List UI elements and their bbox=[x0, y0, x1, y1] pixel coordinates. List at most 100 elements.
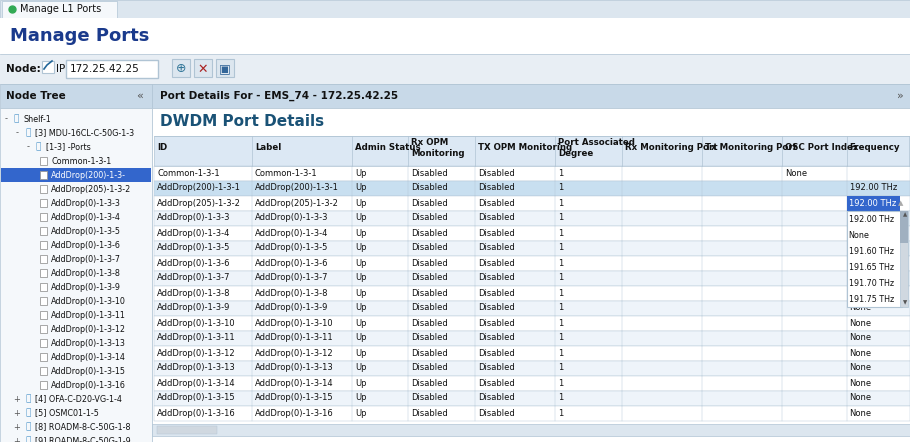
Text: Rx OPM
Monitoring: Rx OPM Monitoring bbox=[410, 138, 464, 158]
Text: None: None bbox=[850, 348, 872, 358]
Text: Up: Up bbox=[355, 304, 367, 312]
Text: Up: Up bbox=[355, 408, 367, 418]
Text: Node Tree: Node Tree bbox=[6, 91, 66, 101]
Text: AddDrop(0)-1-3-6: AddDrop(0)-1-3-6 bbox=[255, 259, 329, 267]
Text: [3] MDU-16CL-C-50G-1-3: [3] MDU-16CL-C-50G-1-3 bbox=[35, 129, 134, 137]
Text: Disabled: Disabled bbox=[410, 274, 448, 282]
Text: Disabled: Disabled bbox=[478, 168, 514, 178]
Text: -: - bbox=[15, 129, 18, 137]
Bar bbox=[154, 376, 910, 391]
Text: AddDrop(0)-1-3-12: AddDrop(0)-1-3-12 bbox=[51, 324, 126, 334]
Bar bbox=[216, 59, 234, 77]
Bar bbox=[154, 256, 910, 271]
Text: Up: Up bbox=[355, 348, 367, 358]
Bar bbox=[846, 196, 900, 211]
Text: Disabled: Disabled bbox=[478, 378, 514, 388]
Text: +: + bbox=[14, 395, 20, 404]
Text: Up: Up bbox=[355, 168, 367, 178]
Text: Node:: Node: bbox=[6, 64, 41, 74]
Text: 1: 1 bbox=[558, 363, 563, 373]
Bar bbox=[194, 59, 212, 77]
Text: Disabled: Disabled bbox=[410, 213, 448, 222]
Text: None: None bbox=[785, 168, 807, 178]
Text: [1-3] -Ports: [1-3] -Ports bbox=[46, 142, 91, 152]
Bar bbox=[40, 185, 47, 193]
Bar bbox=[154, 181, 910, 196]
Bar bbox=[154, 406, 910, 421]
Text: None: None bbox=[850, 393, 872, 403]
Text: +: + bbox=[14, 437, 20, 442]
Text: Up: Up bbox=[355, 363, 367, 373]
Bar bbox=[154, 301, 910, 316]
Text: 1: 1 bbox=[558, 334, 563, 343]
Bar bbox=[152, 424, 910, 436]
Text: None: None bbox=[850, 319, 872, 328]
Text: 1: 1 bbox=[558, 408, 563, 418]
Text: AddDrop(0)-1-3-13: AddDrop(0)-1-3-13 bbox=[255, 363, 334, 373]
Text: Frequency: Frequency bbox=[850, 144, 900, 152]
Text: Disabled: Disabled bbox=[410, 393, 448, 403]
Text: 1: 1 bbox=[558, 229, 563, 237]
Text: AddDrop(0)-1-3-7: AddDrop(0)-1-3-7 bbox=[255, 274, 329, 282]
Text: 1: 1 bbox=[558, 348, 563, 358]
Bar bbox=[154, 196, 910, 211]
Text: 1: 1 bbox=[558, 319, 563, 328]
Text: None: None bbox=[850, 408, 872, 418]
Text: Label: Label bbox=[255, 144, 281, 152]
Bar bbox=[40, 269, 47, 277]
Bar bbox=[900, 211, 908, 307]
Text: AddDrop(0)-1-3-3: AddDrop(0)-1-3-3 bbox=[51, 198, 121, 207]
Bar bbox=[40, 213, 47, 221]
Text: Manage L1 Ports: Manage L1 Ports bbox=[20, 4, 101, 14]
Text: AddDrop(205)-1-3-2: AddDrop(205)-1-3-2 bbox=[157, 198, 241, 207]
Text: None: None bbox=[850, 289, 872, 297]
Text: AddDrop(200)-1-3-1: AddDrop(200)-1-3-1 bbox=[255, 183, 339, 193]
Text: Up: Up bbox=[355, 393, 367, 403]
Text: ▼: ▼ bbox=[903, 301, 907, 305]
Text: 1: 1 bbox=[558, 274, 563, 282]
Text: 🗀: 🗀 bbox=[25, 408, 30, 418]
Text: Disabled: Disabled bbox=[410, 168, 448, 178]
Text: 192.00 THz: 192.00 THz bbox=[848, 198, 895, 207]
Text: 1: 1 bbox=[558, 393, 563, 403]
Text: None: None bbox=[850, 363, 872, 373]
Text: AddDrop(0)-1-3-10: AddDrop(0)-1-3-10 bbox=[157, 319, 236, 328]
Text: Disabled: Disabled bbox=[478, 213, 514, 222]
Text: AddDrop(0)-1-3-4: AddDrop(0)-1-3-4 bbox=[255, 229, 329, 237]
Bar bbox=[154, 331, 910, 346]
Bar bbox=[40, 325, 47, 333]
Text: TX OPM Monitoring: TX OPM Monitoring bbox=[478, 144, 571, 152]
Text: [9] ROADM-8-C-50G-1-9: [9] ROADM-8-C-50G-1-9 bbox=[35, 437, 131, 442]
Text: Disabled: Disabled bbox=[478, 289, 514, 297]
Text: Rx Monitoring Port: Rx Monitoring Port bbox=[624, 144, 717, 152]
Text: Manage Ports: Manage Ports bbox=[10, 27, 149, 45]
Bar bbox=[154, 226, 910, 241]
Text: Disabled: Disabled bbox=[478, 183, 514, 193]
Bar bbox=[0, 84, 152, 108]
Text: Disabled: Disabled bbox=[478, 393, 514, 403]
Text: AddDrop(0)-1-3-10: AddDrop(0)-1-3-10 bbox=[51, 297, 126, 305]
Text: Disabled: Disabled bbox=[410, 348, 448, 358]
Text: Admin Status: Admin Status bbox=[355, 144, 420, 152]
Text: Up: Up bbox=[355, 319, 367, 328]
Bar bbox=[154, 241, 910, 256]
Text: ▲: ▲ bbox=[903, 213, 907, 217]
Text: AddDrop(0)-1-3-7: AddDrop(0)-1-3-7 bbox=[157, 274, 230, 282]
Text: +: + bbox=[14, 408, 20, 418]
Bar bbox=[1, 168, 151, 182]
Bar bbox=[154, 211, 910, 226]
Text: Disabled: Disabled bbox=[410, 319, 448, 328]
Text: Up: Up bbox=[355, 274, 367, 282]
Text: AddDrop(0)-1-3-9: AddDrop(0)-1-3-9 bbox=[51, 282, 121, 292]
Bar bbox=[0, 54, 910, 84]
Text: AddDrop(0)-1-3-8: AddDrop(0)-1-3-8 bbox=[255, 289, 329, 297]
Text: Disabled: Disabled bbox=[410, 244, 448, 252]
Text: Disabled: Disabled bbox=[478, 259, 514, 267]
Text: None: None bbox=[850, 334, 872, 343]
Text: Disabled: Disabled bbox=[478, 244, 514, 252]
Text: Common-1-3-1: Common-1-3-1 bbox=[157, 168, 219, 178]
Text: AddDrop(0)-1-3-9: AddDrop(0)-1-3-9 bbox=[157, 304, 230, 312]
Text: Common-1-3-1: Common-1-3-1 bbox=[255, 168, 318, 178]
Text: AddDrop(0)-1-3-15: AddDrop(0)-1-3-15 bbox=[51, 366, 126, 376]
Text: Disabled: Disabled bbox=[410, 229, 448, 237]
